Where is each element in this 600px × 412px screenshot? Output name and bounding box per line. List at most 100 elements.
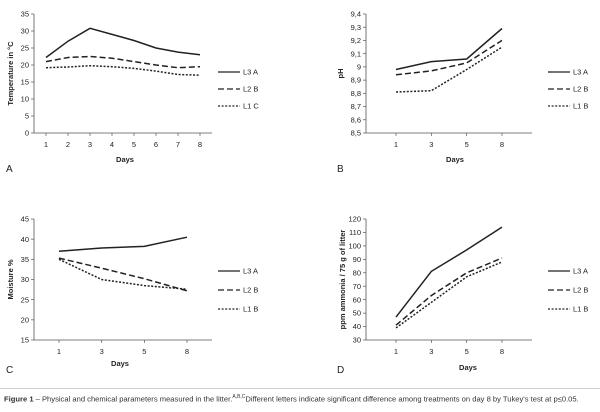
y-tick-label: 25 xyxy=(21,44,29,53)
y-tick-label: 120 xyxy=(348,215,361,224)
x-tick-label: 5 xyxy=(142,347,146,356)
caption-superscript: A,B,C xyxy=(232,394,246,400)
x-tick-label: 4 xyxy=(110,140,114,149)
panel-letter: A xyxy=(6,164,13,175)
y-tick-label: 20 xyxy=(21,315,29,324)
x-tick-label: 1 xyxy=(394,140,398,149)
legend-label: L3 A xyxy=(573,68,588,77)
y-tick-label: 50 xyxy=(353,309,361,318)
panel-letter: B xyxy=(337,164,344,175)
legend-label: L2 B xyxy=(573,286,588,295)
legend-label: L2 B xyxy=(243,286,258,295)
legend-label: L2 B xyxy=(573,85,588,94)
y-tick-label: 10 xyxy=(21,95,29,104)
legend-label: L2 B xyxy=(243,85,258,94)
y-tick-label: 35 xyxy=(21,10,29,19)
y-tick-label: 60 xyxy=(353,295,361,304)
y-tick-label: 8,9 xyxy=(351,76,361,85)
legend-label: L1 B xyxy=(573,305,588,314)
x-tick-label: 7 xyxy=(176,140,180,149)
y-axis-title: ppm ammonia / 75 g of litter xyxy=(338,230,347,330)
series-line-l1-b xyxy=(395,261,503,329)
y-tick-label: 8,6 xyxy=(351,115,361,124)
y-axis-title: Temperature in °C xyxy=(6,41,15,106)
x-tick-label: 6 xyxy=(154,140,158,149)
legend-label: L1 B xyxy=(573,102,588,111)
x-tick-label: 5 xyxy=(465,347,469,356)
series-line-l2-b xyxy=(45,55,201,69)
y-tick-label: 15 xyxy=(21,78,29,87)
legend-label: L1 C xyxy=(243,102,259,111)
series-line-l2-b xyxy=(395,257,503,326)
y-tick-label: 9,3 xyxy=(351,23,361,32)
series-line-l1-c xyxy=(45,64,201,76)
series-line-l1-b xyxy=(395,46,503,93)
y-tick-label: 45 xyxy=(21,215,29,224)
y-tick-label: 25 xyxy=(21,295,29,304)
x-tick-label: 3 xyxy=(100,347,104,356)
x-axis-title: Days xyxy=(446,155,464,164)
y-tick-label: 8,5 xyxy=(351,129,361,138)
y-tick-label: 80 xyxy=(353,268,361,277)
x-axis-title: Days xyxy=(111,359,129,368)
y-tick-label: 110 xyxy=(349,228,361,237)
y-tick-label: 30 xyxy=(21,275,29,284)
caption-label: Figure 1 xyxy=(4,394,34,404)
y-tick-label: 8,8 xyxy=(351,89,361,98)
panel-b: 8,5 8,6 8,7 8,8 8,9 9 9,1 9,2 9,3 9,4 1 3 5 8 Days pH L3… xyxy=(336,10,588,175)
y-tick-label: 90 xyxy=(353,255,361,264)
x-tick-label: 8 xyxy=(198,140,202,149)
x-tick-label: 1 xyxy=(57,347,61,356)
y-tick-label: 70 xyxy=(353,282,361,291)
y-tick-label: 40 xyxy=(21,235,29,244)
panel-letter: D xyxy=(337,365,344,376)
series-line-l3-a xyxy=(395,226,503,318)
series-line-l2-b xyxy=(58,257,188,292)
legend-label: L1 B xyxy=(243,305,258,314)
panel-letter: C xyxy=(6,365,13,376)
y-tick-label: 30 xyxy=(353,336,361,345)
y-tick-label: 8,7 xyxy=(351,102,361,111)
y-tick-label: 15 xyxy=(21,336,29,345)
y-tick-label: 20 xyxy=(21,61,29,70)
panel-d: 30 40 50 60 70 80 90 100 110 120 1 3 5 8 Days ppm ammon… xyxy=(337,215,588,376)
series-line-l2-b xyxy=(395,39,503,76)
y-tick-label: 9,4 xyxy=(351,10,361,19)
caption-text: – Physical and chemical parameters measu… xyxy=(33,394,233,404)
legend-label: L3 A xyxy=(573,267,588,276)
y-axis-title: pH xyxy=(336,69,345,79)
x-tick-label: 5 xyxy=(465,140,469,149)
x-tick-label: 1 xyxy=(44,140,48,149)
x-tick-label: 2 xyxy=(66,140,70,149)
y-tick-label: 0 xyxy=(25,129,29,138)
x-tick-label: 5 xyxy=(132,140,136,149)
x-tick-label: 3 xyxy=(88,140,92,149)
x-tick-label: 3 xyxy=(429,140,433,149)
y-tick-label: 9,2 xyxy=(351,36,361,45)
y-tick-label: 35 xyxy=(21,255,29,264)
y-tick-label: 9 xyxy=(357,62,361,71)
x-axis-title: Days xyxy=(116,155,134,164)
series-line-l3-a xyxy=(45,27,201,59)
x-tick-label: 3 xyxy=(429,347,433,356)
caption-divider xyxy=(0,388,600,389)
y-tick-label: 9,1 xyxy=(351,49,361,58)
x-axis-title: Days xyxy=(459,363,477,372)
series-line-l3-a xyxy=(395,27,503,71)
y-axis-title: Moisture % xyxy=(6,259,15,299)
legend-label: L3 A xyxy=(243,267,258,276)
x-tick-label: 8 xyxy=(185,347,189,356)
y-tick-label: 40 xyxy=(353,322,361,331)
x-tick-label: 1 xyxy=(394,347,398,356)
y-tick-label: 100 xyxy=(348,241,361,250)
series-line-l1-b xyxy=(58,258,188,290)
legend-label: L3 A xyxy=(243,68,258,77)
x-tick-label: 8 xyxy=(500,140,504,149)
y-tick-label: 30 xyxy=(21,27,29,36)
x-tick-label: 8 xyxy=(500,347,504,356)
caption-text-2: Different letters indicate significant d… xyxy=(245,394,579,404)
y-tick-label: 5 xyxy=(25,112,29,121)
series-line-l3-a xyxy=(58,236,188,253)
